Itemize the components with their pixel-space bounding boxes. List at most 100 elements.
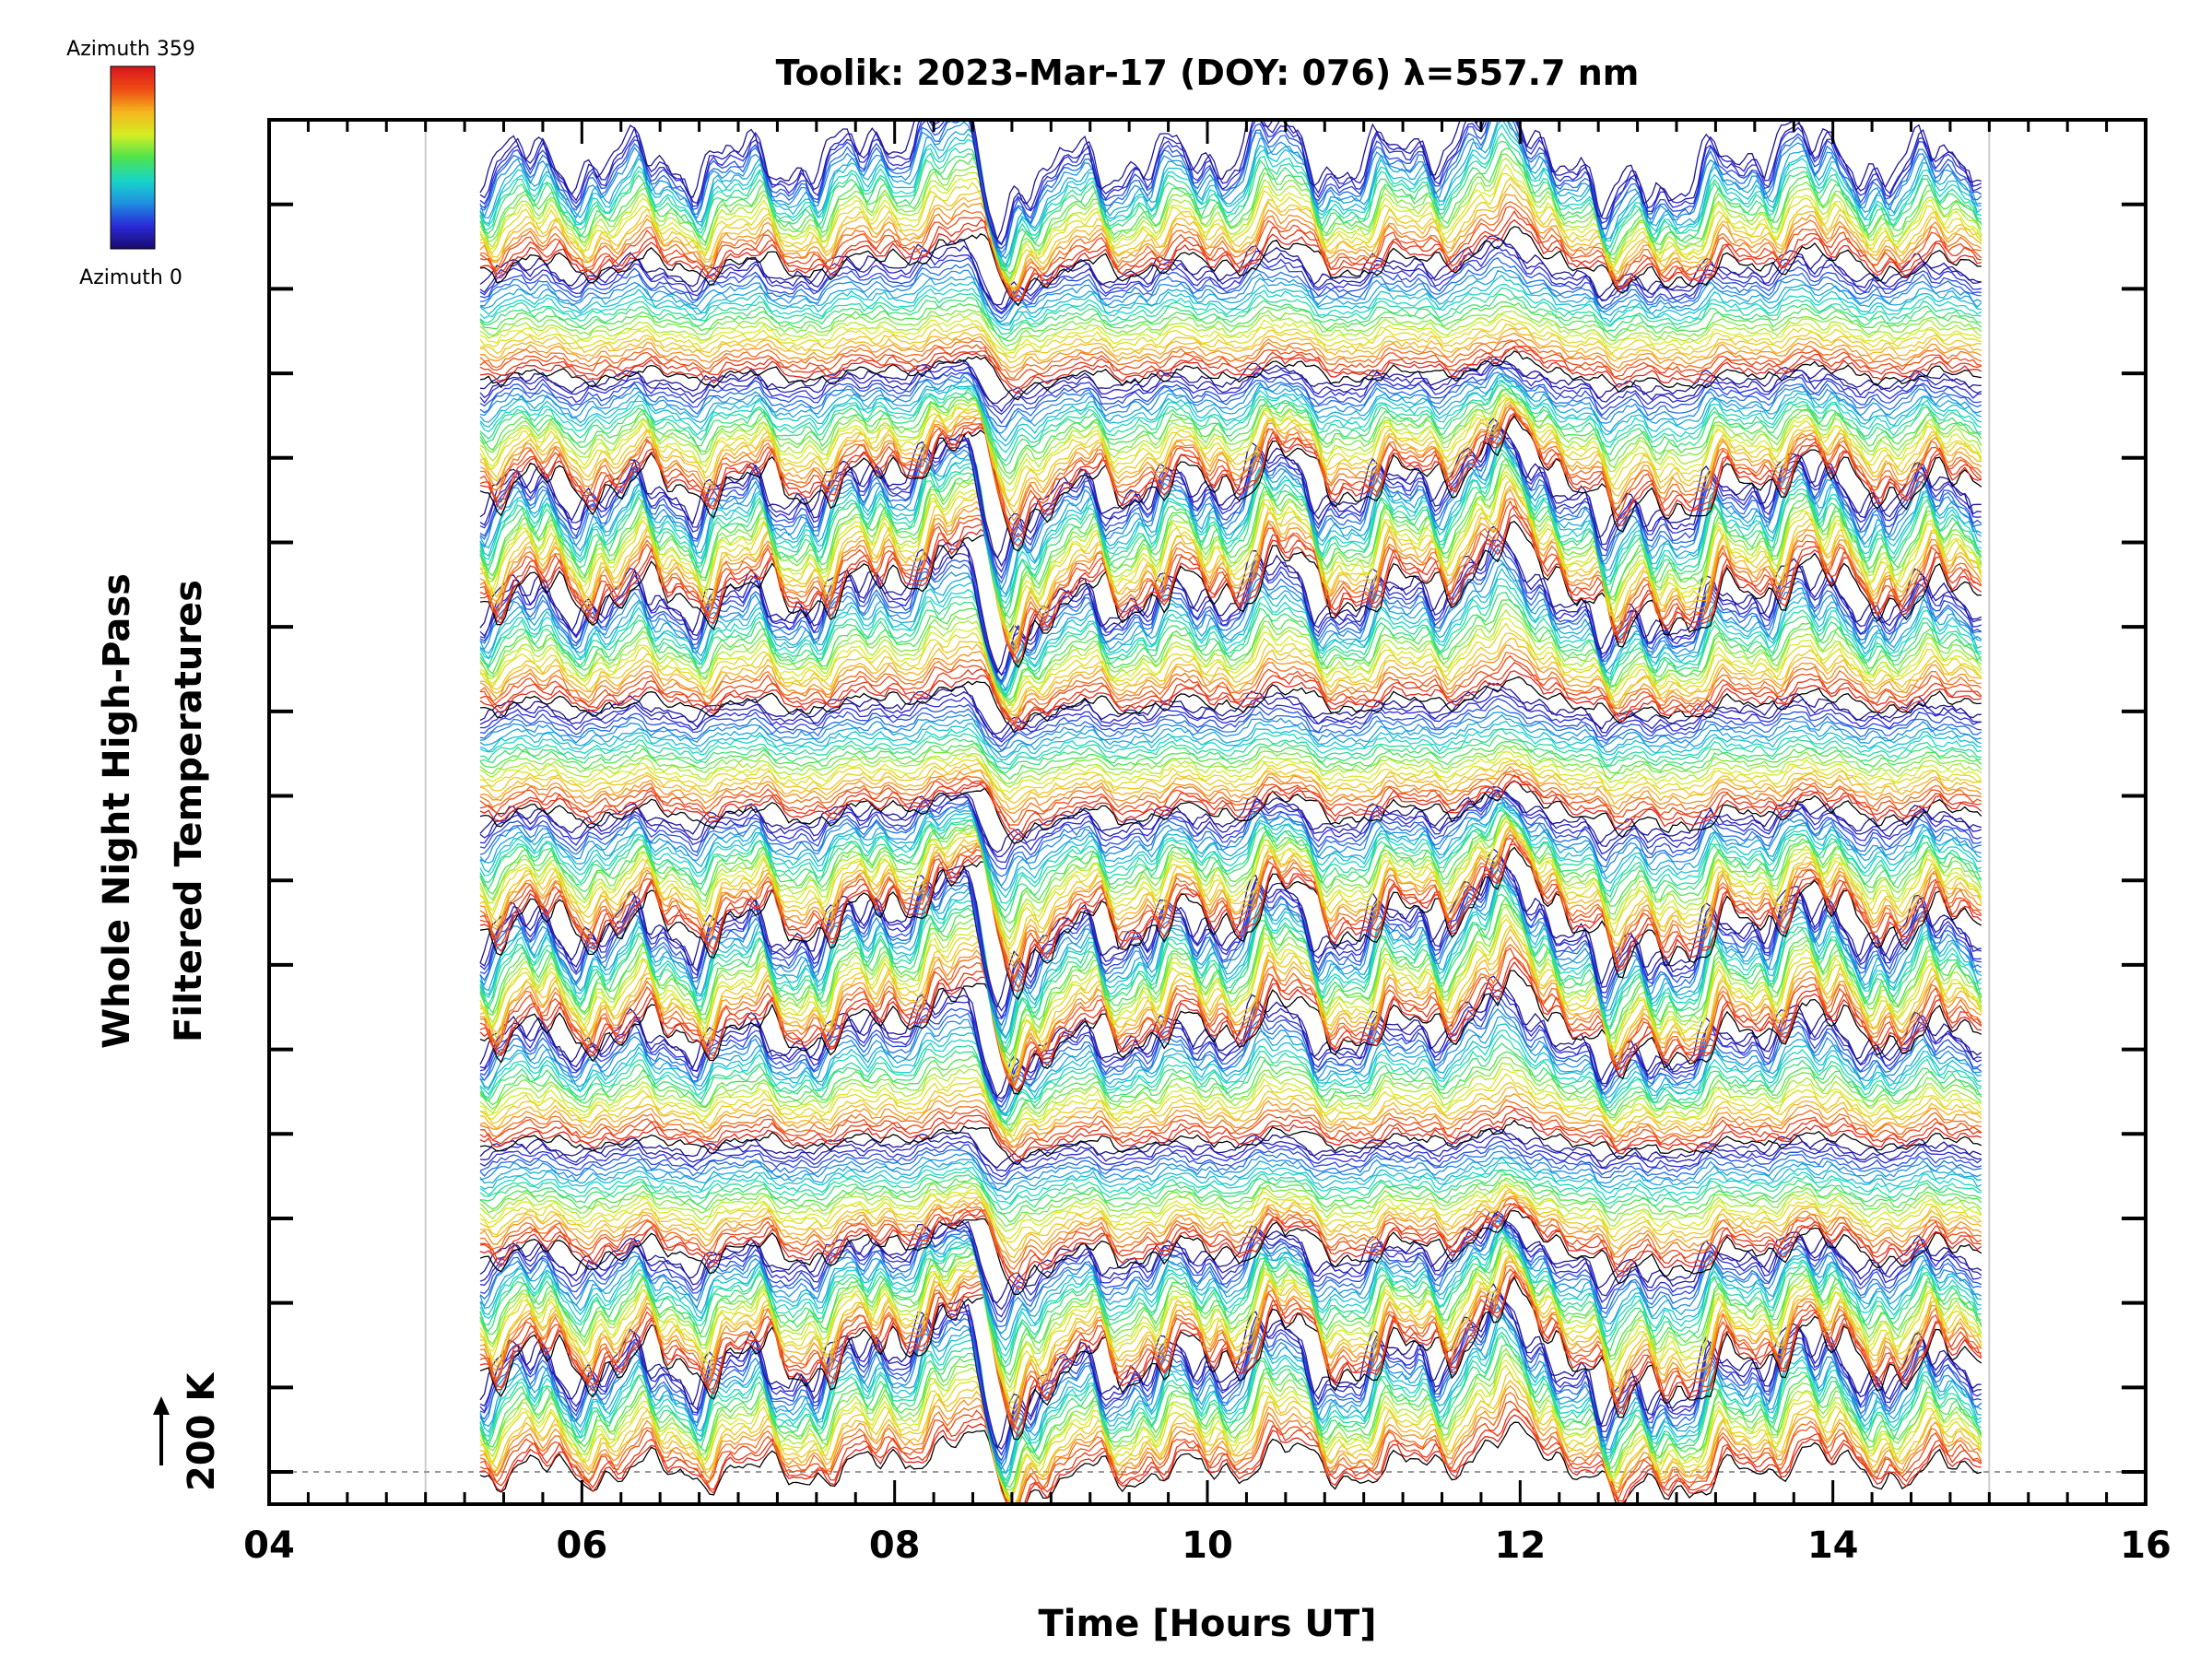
series-line bbox=[479, 193, 1983, 292]
series-line bbox=[479, 1275, 1983, 1438]
series-line bbox=[479, 1303, 1983, 1465]
series-line bbox=[479, 435, 1983, 591]
series-line bbox=[479, 436, 1983, 596]
series-line bbox=[479, 1326, 1983, 1482]
series-line bbox=[479, 1229, 1983, 1358]
series-line bbox=[479, 415, 1983, 552]
series-line bbox=[479, 644, 1982, 716]
series-line bbox=[479, 1188, 1982, 1253]
colorbar: Azimuth 359 Azimuth 0 bbox=[66, 38, 195, 289]
series-line bbox=[479, 1276, 1983, 1441]
series-line bbox=[479, 403, 1983, 522]
series-line bbox=[479, 947, 1983, 1088]
series-line bbox=[479, 406, 1983, 533]
series-line bbox=[479, 981, 1982, 1100]
x-tick-label: 14 bbox=[1807, 1524, 1859, 1567]
series-line bbox=[479, 153, 1983, 280]
series-line bbox=[479, 1081, 1983, 1143]
series-line bbox=[479, 802, 1982, 899]
series-line bbox=[479, 1270, 1982, 1432]
series-line bbox=[479, 293, 1982, 340]
x-tick-label: 10 bbox=[1182, 1524, 1233, 1567]
series-line bbox=[480, 654, 1983, 726]
series-line bbox=[479, 805, 1982, 904]
series-line bbox=[479, 311, 1983, 352]
series-line bbox=[479, 1214, 1983, 1318]
series-line bbox=[479, 1217, 1983, 1323]
series-line bbox=[479, 218, 1982, 302]
series-line bbox=[480, 201, 1982, 297]
series-line bbox=[479, 1352, 1983, 1498]
series-line bbox=[479, 257, 1982, 320]
x-tick-label: 08 bbox=[869, 1524, 921, 1567]
x-tick-labels: 04 06 08 10 12 14 16 bbox=[243, 1524, 2171, 1567]
series-line bbox=[479, 470, 1983, 636]
series-line bbox=[479, 765, 1983, 815]
series-line bbox=[479, 305, 1983, 347]
series-line bbox=[479, 332, 1983, 373]
series-line bbox=[479, 913, 1983, 1072]
series-line bbox=[479, 120, 1983, 250]
series-layer bbox=[479, 120, 1983, 1504]
x-tick-label: 16 bbox=[2120, 1524, 2171, 1567]
series-line bbox=[479, 903, 1983, 1063]
series-line bbox=[479, 245, 1982, 314]
series-line bbox=[479, 651, 1983, 724]
series-line bbox=[479, 558, 1983, 686]
series-line bbox=[479, 1023, 1982, 1116]
series-line bbox=[479, 1243, 1983, 1393]
series-line bbox=[479, 867, 1982, 1034]
series-line bbox=[479, 400, 1982, 514]
series-line bbox=[479, 740, 1983, 781]
series-line bbox=[479, 1347, 1983, 1491]
series-line bbox=[479, 1127, 1983, 1169]
series-line bbox=[479, 790, 1983, 870]
series-line bbox=[479, 944, 1983, 1086]
series-line bbox=[479, 602, 1983, 704]
series-line bbox=[479, 562, 1982, 691]
series-line bbox=[479, 1156, 1982, 1193]
series-line bbox=[479, 1119, 1983, 1166]
series-line bbox=[479, 622, 1983, 712]
series-line bbox=[479, 790, 1983, 864]
series-line bbox=[479, 1230, 1982, 1364]
series-line bbox=[479, 854, 1982, 1019]
y-axis-title-line2: Filtered Temperatures bbox=[168, 580, 210, 1042]
series-line bbox=[479, 383, 1982, 467]
series-line bbox=[479, 172, 1983, 286]
series-line bbox=[479, 1385, 1983, 1504]
series-line bbox=[479, 300, 1983, 342]
series-line bbox=[479, 500, 1983, 658]
series-line bbox=[479, 1173, 1983, 1223]
series-line bbox=[479, 1157, 1983, 1201]
series-line bbox=[479, 397, 1983, 508]
series-line bbox=[479, 457, 1983, 619]
y-axis-title-line1: Whole Night High-Pass bbox=[96, 573, 138, 1049]
series-line bbox=[479, 608, 1983, 707]
series-line bbox=[479, 786, 1982, 853]
series-line bbox=[479, 182, 1983, 292]
series-line bbox=[479, 905, 1983, 1065]
series-line bbox=[479, 826, 1983, 965]
series-line bbox=[479, 539, 1983, 677]
series-line bbox=[479, 713, 1983, 758]
series-line bbox=[479, 1086, 1983, 1144]
series-line bbox=[479, 497, 1983, 653]
chart-title: Toolik: 2023-Mar-17 (DOY: 076) λ=557.7 n… bbox=[776, 53, 1640, 93]
series-line bbox=[479, 283, 1983, 331]
series-line bbox=[479, 694, 1982, 743]
series-line bbox=[479, 1211, 1983, 1304]
series-line bbox=[479, 235, 1982, 306]
series-line bbox=[479, 1331, 1983, 1486]
series-line bbox=[479, 120, 1982, 259]
series-line bbox=[479, 1202, 1982, 1283]
series-line bbox=[479, 1073, 1983, 1136]
series-line bbox=[479, 817, 1983, 947]
series-line bbox=[479, 132, 1983, 268]
series-line bbox=[479, 269, 1983, 325]
series-line bbox=[479, 757, 1982, 800]
series-line bbox=[479, 387, 1983, 475]
x-tick-label: 12 bbox=[1494, 1524, 1546, 1567]
series-line bbox=[479, 811, 1983, 924]
series-line bbox=[479, 1296, 1982, 1462]
